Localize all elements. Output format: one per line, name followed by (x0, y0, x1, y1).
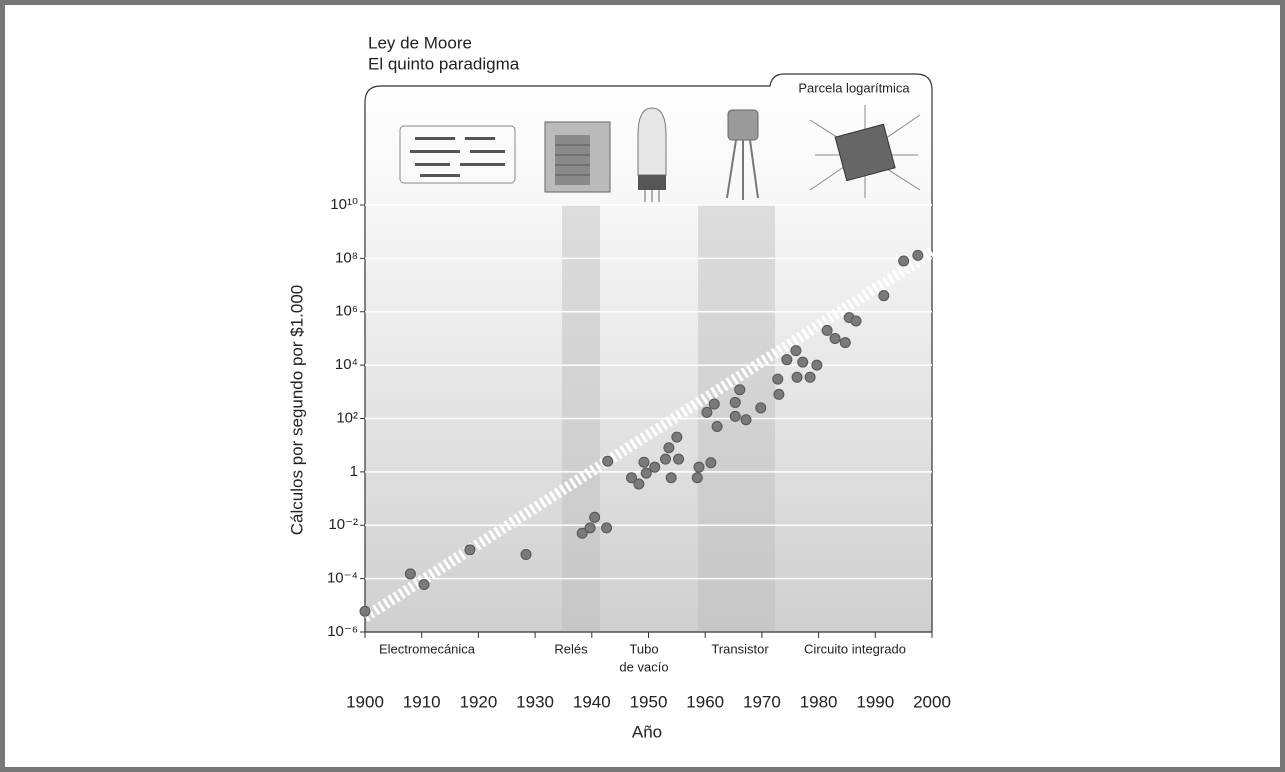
data-point (601, 522, 613, 534)
data-point (665, 472, 677, 484)
data-point (602, 455, 614, 467)
y-tick-label: 10⁻⁶ (327, 623, 358, 640)
x-tick-label: 1930 (516, 692, 554, 711)
x-tick-label: 1990 (856, 692, 894, 711)
data-point (464, 544, 476, 556)
y-tick-label: 10¹⁰ (330, 196, 358, 213)
illustrations (399, 105, 921, 202)
data-point (671, 431, 683, 443)
era-label: Transistor (711, 641, 769, 656)
data-point (638, 456, 650, 468)
data-point (773, 388, 785, 400)
data-point (418, 579, 430, 591)
data-point (691, 472, 703, 484)
data-point (781, 354, 793, 366)
x-tick-label: 1950 (630, 692, 668, 711)
data-point (839, 337, 851, 349)
y-tick-label: 10⁻² (328, 516, 358, 533)
data-point (791, 371, 803, 383)
data-point (633, 478, 645, 490)
data-point (912, 249, 924, 261)
x-tick-label: 1940 (573, 692, 611, 711)
data-point (790, 345, 802, 357)
x-tick-label: 1920 (459, 692, 497, 711)
x-tick-label: 1980 (800, 692, 838, 711)
y-tick-label: 10⁶ (335, 303, 358, 320)
data-point (821, 324, 833, 336)
data-point (705, 457, 717, 469)
data-point (850, 315, 862, 327)
data-point (729, 396, 741, 408)
data-point (797, 356, 809, 368)
annotation: Parcela logarítmica (798, 80, 910, 95)
data-point (359, 605, 371, 617)
data-point (640, 467, 652, 479)
era-label: de vacío (619, 659, 668, 674)
era-label: Relés (554, 641, 588, 656)
trend-line (362, 247, 935, 622)
x-tick-label: 1900 (346, 692, 384, 711)
data-point (734, 384, 746, 396)
y-tick-label: 10⁴ (335, 356, 358, 373)
era-label: Electromecánica (379, 641, 476, 656)
x-axis-label: Año (632, 722, 662, 741)
y-tick-label: 1 (350, 463, 358, 480)
data-point (584, 522, 596, 534)
data-point (649, 461, 661, 473)
data-point (898, 255, 910, 267)
data-point (708, 398, 720, 410)
data-point (673, 453, 685, 465)
y-axis-label: Cálculos por segundo por $1.000 (287, 285, 306, 535)
y-tick-label: 10² (336, 409, 358, 426)
plot-panel (364, 73, 933, 633)
x-tick-label: 1910 (403, 692, 441, 711)
data-point (829, 332, 841, 344)
chart-subtitle: El quinto paradigma (368, 54, 520, 73)
data-point (589, 511, 601, 523)
era-label: Circuito integrado (804, 641, 906, 656)
chart-title: Ley de Moore (368, 33, 472, 52)
data-point (520, 549, 532, 561)
x-tick-label: 1970 (743, 692, 781, 711)
data-point (755, 402, 767, 414)
data-point (711, 421, 723, 433)
x-tick-label: 2000 (913, 692, 951, 711)
data-point (811, 359, 823, 371)
data-point (772, 373, 784, 385)
data-point (701, 406, 713, 418)
data-point (804, 371, 816, 383)
data-point (878, 290, 890, 302)
era-label: Tubo (629, 641, 658, 656)
data-point (576, 527, 588, 539)
x-tick-label: 1960 (686, 692, 724, 711)
data-point (663, 442, 675, 454)
y-tick-label: 10⁸ (335, 249, 358, 266)
data-point (404, 568, 416, 580)
data-point (693, 461, 705, 473)
y-tick-label: 10⁻⁴ (327, 570, 358, 587)
data-point (660, 453, 672, 465)
data-point (729, 410, 741, 422)
data-point (740, 414, 752, 426)
data-point (625, 472, 637, 484)
